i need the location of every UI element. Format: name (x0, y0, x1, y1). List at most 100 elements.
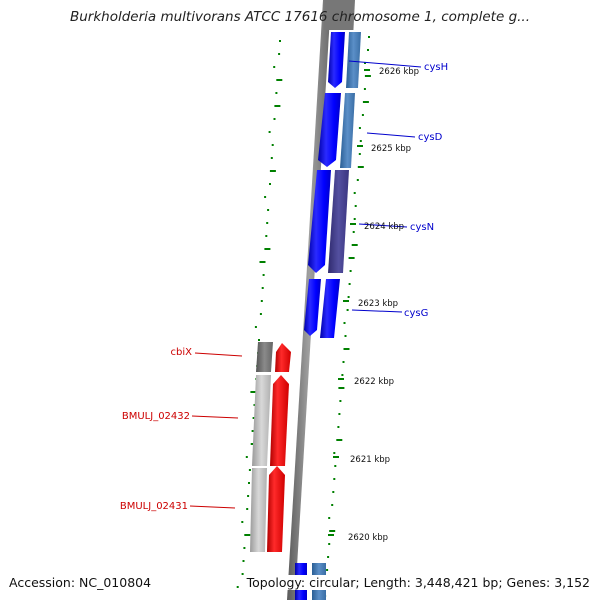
gc-dot (364, 75, 371, 77)
gc-dot (247, 495, 250, 497)
tick-label: 2620 kbp (348, 533, 388, 543)
gc-dot (244, 534, 251, 536)
tick-label: 2623 kbp (358, 299, 398, 309)
gc-dot (347, 296, 350, 298)
reverse-gene-labels: cbiX BMULJ_02432 BMULJ_02431 (120, 347, 192, 512)
gc-dot (241, 573, 244, 575)
gc-dot (338, 413, 341, 415)
gc-dot (271, 144, 274, 146)
gc-dot (358, 153, 361, 155)
gc-dot (267, 209, 270, 211)
gc-dot (358, 127, 361, 129)
gene-label-cysD[interactable]: cysD (418, 132, 443, 143)
gc-dot (364, 62, 366, 64)
tick-label: 2625 kbp (371, 144, 411, 154)
gc-dot (368, 36, 370, 38)
reverse-gene-track (250, 342, 291, 552)
topology-text: Topology: circular; Length: 3,448,421 bp… (244, 575, 590, 590)
gc-dot (276, 79, 283, 81)
gene-cysN-arrow[interactable] (308, 170, 331, 273)
gc-dot (264, 196, 267, 198)
gc-dot (258, 339, 260, 341)
gene-cysH-cds[interactable] (346, 32, 361, 88)
gc-dot (278, 53, 281, 55)
gene-label-cbiX[interactable]: cbiX (171, 347, 193, 358)
tick-labels: 2626 kbp 2625 kbp 2624 kbp 2623 kbp 2622… (348, 67, 419, 543)
gc-dot (250, 391, 257, 393)
gc-dot (279, 40, 281, 42)
gc-dot (348, 283, 351, 285)
forward-feature-top (323, 0, 355, 30)
reverse-label-leaders (189, 352, 243, 509)
tick-label: 2621 kbp (350, 455, 390, 465)
gene-BMULJ_02431-cds[interactable] (250, 468, 267, 552)
gene-cbiX-arrow[interactable] (275, 343, 291, 372)
gene-cysD-arrow[interactable] (318, 93, 341, 167)
gc-dot (356, 179, 359, 181)
gene-cysD-cds[interactable] (340, 93, 355, 168)
gene-cysN-cds[interactable] (328, 170, 349, 273)
gc-dot (344, 335, 347, 337)
map-title: Burkholderia multivorans ATCC 17616 chro… (69, 9, 531, 25)
gc-dot (332, 491, 335, 493)
gene-label-cysN[interactable]: cysN (410, 222, 434, 233)
gc-dot (269, 170, 276, 172)
gc-dot (353, 192, 356, 194)
gc-dot (273, 66, 276, 68)
gc-dot (339, 400, 342, 402)
gc-dot (274, 105, 281, 107)
gc-dot (243, 547, 246, 549)
gc-dot (359, 140, 362, 142)
gc-dot (328, 543, 331, 545)
gc-dot (338, 387, 345, 389)
accession-text: Accession: NC_010804 (9, 575, 152, 590)
gc-dot (265, 235, 268, 237)
gene-label-cysH[interactable]: cysH (424, 62, 448, 73)
gene-BMULJ_02432-arrow[interactable] (270, 375, 289, 466)
gc-dot (367, 49, 369, 51)
gc-dot (264, 248, 271, 250)
gc-dot (246, 508, 249, 510)
gene-label-BMULJ_02431[interactable]: BMULJ_02431 (120, 501, 188, 512)
gc-dot (348, 257, 355, 259)
gc-dot (242, 560, 245, 562)
gene-cysH-arrow[interactable] (328, 32, 345, 88)
gc-dot (362, 101, 369, 103)
gc-dot (343, 348, 350, 350)
gc-dot (357, 166, 364, 168)
gc-dot (351, 244, 358, 246)
gc-dot (331, 504, 334, 506)
gene-cbiX-cds[interactable] (256, 342, 273, 372)
gc-dot (252, 417, 255, 419)
gene-BMULJ_02431-arrow[interactable] (267, 466, 285, 552)
gc-dot (336, 439, 343, 441)
gc-dot (251, 430, 254, 432)
gc-dot (349, 270, 352, 272)
gc-dot (353, 218, 356, 220)
gene-BMULJ_02432-cds[interactable] (252, 375, 271, 466)
gc-dot (341, 374, 344, 376)
gc-dot (337, 426, 340, 428)
gc-dot (248, 469, 251, 471)
gc-dot (363, 88, 366, 90)
gene-label-BMULJ_02432[interactable]: BMULJ_02432 (122, 411, 190, 422)
gc-dot (245, 456, 248, 458)
gc-dot (259, 261, 266, 263)
gc-dot (261, 287, 264, 289)
gc-dot (268, 131, 271, 133)
gene-cysG-arrow[interactable] (304, 279, 321, 336)
tick-label: 2626 kbp (379, 67, 419, 77)
gc-dot (270, 157, 273, 159)
gene-label-cysG[interactable]: cysG (404, 308, 428, 319)
tick-label: 2624 kbp (364, 222, 404, 232)
gc-dot (327, 556, 330, 558)
gc-dot (354, 205, 357, 207)
gc-dot (343, 322, 346, 324)
gc-dot (326, 569, 329, 571)
gene-cysG-cds[interactable] (320, 279, 340, 338)
gc-dot (236, 586, 239, 588)
gc-dot (342, 361, 345, 363)
gc-dot (334, 465, 337, 467)
gc-dot (259, 313, 262, 315)
